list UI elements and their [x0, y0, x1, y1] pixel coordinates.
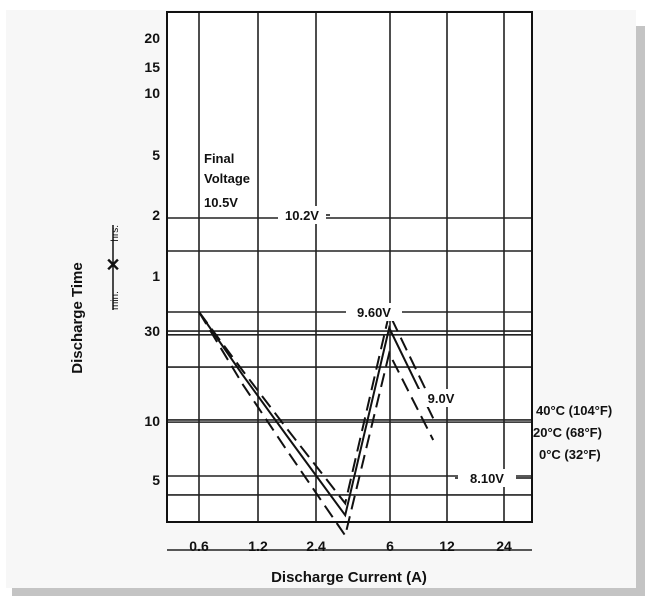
voltage-label-9-0v: 9.0V	[418, 389, 464, 407]
y-tick-label-hours-3: 5	[152, 147, 160, 163]
plot-frame	[166, 11, 533, 523]
x-tick-label-5: 24	[496, 538, 512, 554]
x-tick-label-1: 1.2	[248, 538, 268, 554]
x-axis-title: Discharge Current (A)	[271, 569, 427, 586]
unit-marker-cross-icon: ✕	[105, 255, 120, 275]
final-voltage-label-line-3: 10.5V	[204, 195, 238, 210]
unit-marker: ✕ hrs. min.	[105, 225, 121, 310]
x-tick-label-2: 2.4	[306, 538, 326, 554]
series-line-2	[198, 311, 435, 538]
voltage-label-8-10v-text: 8.10V	[470, 471, 504, 486]
y-tick-label-hours-0: 20	[144, 30, 160, 46]
series-label-0c: 0°C (32°F)	[539, 447, 601, 462]
x-tick-label-0: 0.6	[189, 538, 209, 554]
y-tick-label-hours-2: 10	[144, 85, 160, 101]
voltage-label-9-60v-text: 9.60V	[357, 305, 391, 320]
voltage-label-9-0v-text: 9.0V	[428, 391, 455, 406]
voltage-label-10-2v-text: 10.2V	[285, 208, 319, 223]
y-tick-label-minutes-0: 30	[144, 323, 160, 339]
y-tick-label-hours-4: 2	[152, 207, 160, 223]
unit-label-min: min.	[110, 291, 121, 310]
voltage-label-8-10v: 8.10V	[458, 469, 516, 487]
series-lines	[198, 310, 435, 538]
y-tick-label-minutes-1: 10	[144, 413, 160, 429]
series-line-1	[198, 311, 435, 518]
series-label-40c: 40°C (104°F)	[536, 403, 612, 418]
x-tick-label-3: 6	[386, 538, 394, 554]
plot-area	[167, 12, 532, 522]
y-tick-label-minutes-2: 5	[152, 472, 160, 488]
x-tick-label-4: 12	[439, 538, 455, 554]
y-axis-title: Discharge Time	[69, 262, 86, 373]
series-label-20c: 20°C (68°F)	[533, 425, 602, 440]
tick-labels: 0.6 1.2 2.4 6 12 24 20 15 10 5 2 1 30 10 5	[144, 30, 512, 554]
voltage-label-9-60v: 9.60V	[346, 303, 402, 321]
y-tick-label-hours-5: 1	[152, 268, 160, 284]
voltage-label-10-2v: 10.2V	[278, 206, 326, 224]
final-voltage-label-line-2: Voltage	[204, 171, 250, 186]
y-tick-label-hours-1: 15	[144, 59, 160, 75]
series-line-0	[198, 310, 435, 506]
unit-label-hrs: hrs.	[110, 225, 121, 242]
final-voltage-label-line-1: Final	[204, 151, 234, 166]
